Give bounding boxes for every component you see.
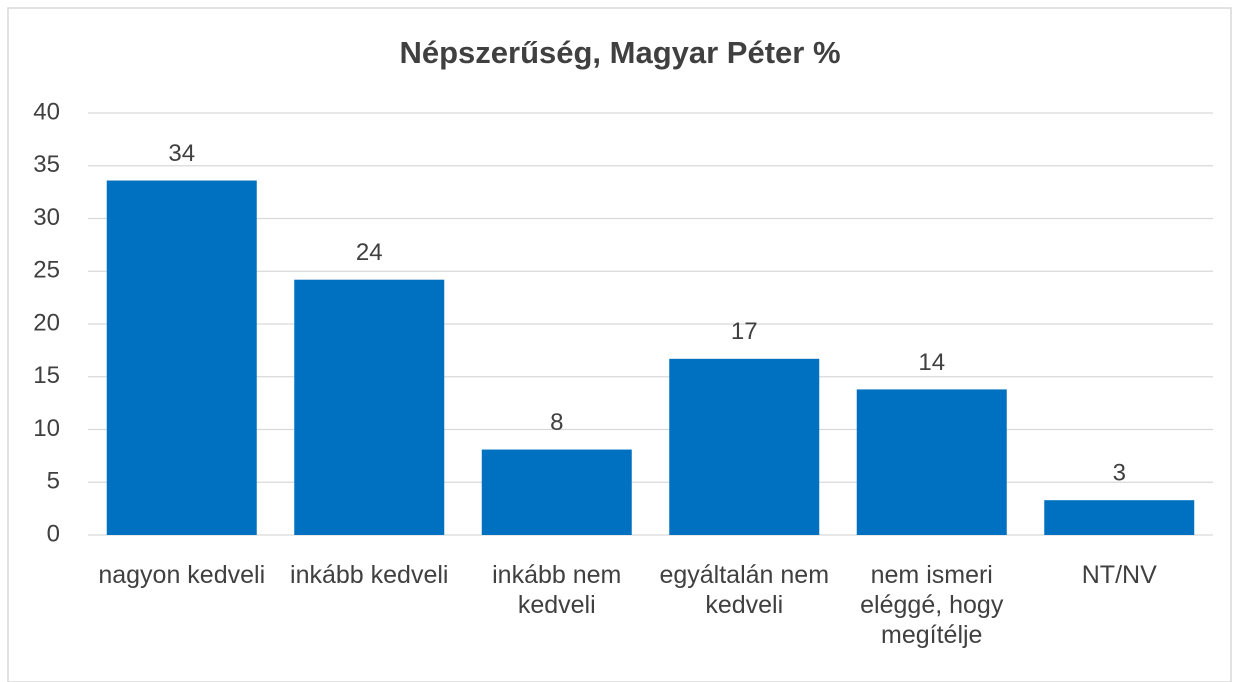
bar [856, 389, 1007, 535]
x-tick-label: NT/NV [1081, 561, 1157, 589]
bar [481, 449, 632, 535]
x-tick-label: inkább kedveli [290, 561, 449, 589]
x-tick-label-box: egyáltalán nem kedveli [659, 561, 830, 619]
data-label: 14 [918, 349, 945, 376]
data-label: 8 [550, 409, 563, 436]
y-tick-label: 5 [47, 468, 60, 495]
x-tick-label-box: NT/NV [1081, 561, 1157, 589]
x-tick-label-box: nem ismeri eléggé, hogy megítélje [860, 561, 1004, 649]
y-tick-label: 0 [47, 520, 60, 547]
bar [669, 358, 820, 535]
chart-title: Népszerűség, Magyar Péter % [399, 35, 840, 70]
x-tick-label-box: inkább nem kedveli [492, 561, 622, 619]
y-tick-label: 30 [33, 204, 60, 231]
data-label: 17 [731, 318, 758, 345]
y-tick-label: 20 [33, 309, 60, 336]
x-tick-label: nem ismeri eléggé, hogy megítélje [860, 561, 1004, 649]
x-tick-label: egyáltalán nem kedveli [659, 561, 830, 619]
y-tick-label: 25 [33, 257, 60, 284]
data-label: 3 [1113, 460, 1126, 487]
data-label: 24 [356, 239, 383, 266]
x-tick-label: inkább nem kedveli [492, 561, 622, 619]
bar [1044, 500, 1195, 535]
y-tick-label: 10 [33, 415, 60, 442]
data-label: 34 [168, 140, 195, 167]
y-tick-label: 35 [33, 151, 60, 178]
bar [294, 279, 445, 535]
x-tick-label-box: nagyon kedveli [98, 561, 266, 589]
x-tick-label: nagyon kedveli [98, 561, 266, 589]
y-tick-label: 40 [33, 98, 60, 125]
y-tick-label: 15 [33, 362, 60, 389]
x-tick-label-box: inkább kedveli [290, 561, 449, 589]
bar [106, 180, 257, 535]
